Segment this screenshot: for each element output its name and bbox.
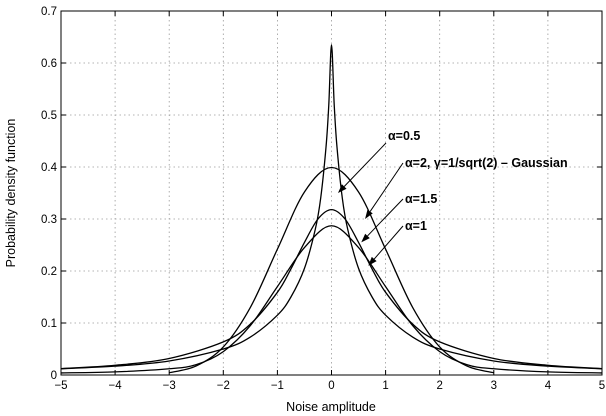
- y-tick-label: 0.2: [41, 266, 57, 278]
- arrow-alpha-0-5: [343, 142, 387, 187]
- series-alpha-1-curve: [60, 208, 603, 370]
- annotation-gaussian: α=2, γ=1/sqrt(2) – Gaussian: [405, 156, 568, 170]
- grid-lines: [61, 11, 602, 375]
- x-tick-label: −5: [54, 380, 67, 392]
- arrow-gaussian: [369, 162, 404, 212]
- series-alpha-1-5-curve: [60, 225, 603, 374]
- y-tick-label: 0.4: [41, 162, 58, 174]
- y-tick-label: 0: [51, 370, 57, 382]
- x-tick-label: 0: [328, 380, 334, 392]
- y-tick-label: 0.7: [41, 6, 57, 18]
- x-tick-label: −1: [271, 380, 284, 392]
- x-tick-label: 2: [436, 380, 442, 392]
- series-alpha-0-5-curve: [60, 44, 603, 370]
- series-curves: [60, 44, 603, 374]
- axis-ticks: −5 −4 −3 −2 −1 0 1 2 3 4 5 0 0.1 0.2 0.3 0.4 0.5 0.6 0.7: [41, 6, 605, 392]
- series-gaussian-curve: [169, 166, 494, 374]
- y-tick-label: 0.3: [41, 214, 57, 226]
- arrow-alpha-1-head: [368, 256, 377, 266]
- y-tick-label: 0.1: [41, 318, 57, 330]
- x-tick-label: 4: [545, 380, 552, 392]
- arrow-gaussian-head: [365, 209, 373, 219]
- x-tick-label: 5: [599, 380, 605, 392]
- x-tick-label: −2: [217, 380, 230, 392]
- y-tick-label: 0.5: [41, 110, 57, 122]
- arrow-alpha-1: [373, 225, 404, 260]
- annotation-alpha-0-5: α=0.5: [388, 129, 420, 143]
- arrow-alpha-1-5: [367, 198, 404, 237]
- annotation-alpha-1: α=1: [405, 219, 427, 233]
- y-tick-label: 0.6: [41, 58, 57, 70]
- x-tick-label: 3: [491, 380, 497, 392]
- x-tick-label: −4: [109, 380, 123, 392]
- annotations: α=0.5 α=2, γ=1/sqrt(2) – Gaussian α=1.5 …: [337, 129, 568, 266]
- arrow-alpha-0-5-head: [337, 184, 347, 193]
- y-axis-label: Probability density function: [4, 119, 18, 268]
- x-tick-label: −3: [163, 380, 176, 392]
- arrow-alpha-1-5-head: [361, 233, 370, 243]
- x-tick-label: 1: [382, 380, 388, 392]
- annotation-alpha-1-5: α=1.5: [405, 192, 437, 206]
- x-axis-label: Noise amplitude: [286, 400, 376, 414]
